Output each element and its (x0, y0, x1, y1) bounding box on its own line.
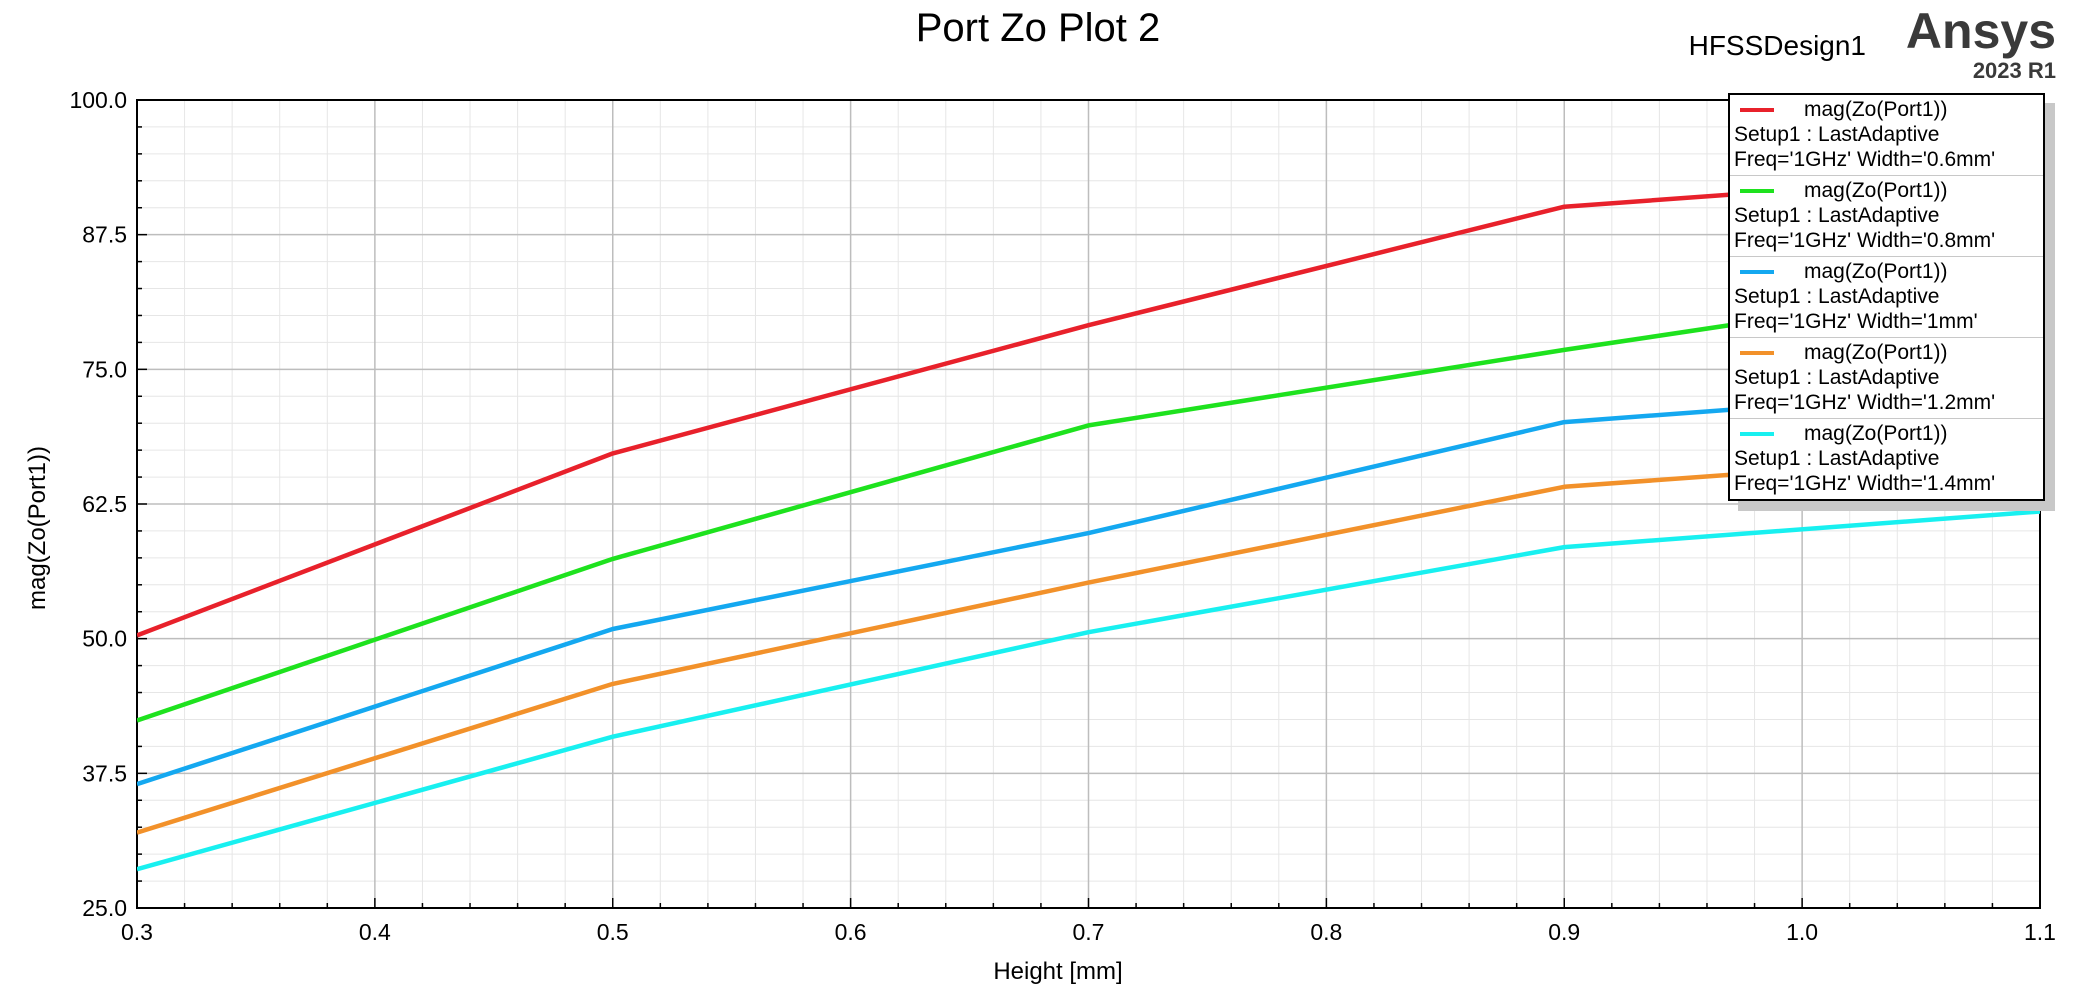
chart-title: Port Zo Plot 2 (915, 6, 1161, 50)
brand-logo: Ansys (1905, 3, 2056, 59)
legend-series-name: mag(Zo(Port1)) (1804, 98, 1948, 121)
legend-variation: Freq='1GHz' Width='1.2mm' (1734, 391, 1996, 414)
series-line-2 (137, 276, 2040, 723)
x-tick-label: 1.0 (1786, 919, 1818, 945)
y-tick-label: 100.0 (69, 87, 127, 113)
series-line-5 (137, 509, 2040, 872)
legend-series-name: mag(Zo(Port1)) (1804, 179, 1948, 202)
x-tick-label: 0.7 (1073, 919, 1105, 945)
legend-entry-header: mag(Zo(Port1)) (1734, 421, 2039, 446)
legend-swatch (1740, 431, 1774, 436)
y-tick-label: 37.5 (82, 760, 127, 786)
y-tick-label: 75.0 (82, 356, 127, 382)
series-line-1 (137, 169, 2040, 638)
x-tick-label: 0.4 (359, 919, 391, 945)
y-tick-label: 87.5 (82, 222, 127, 248)
legend-series-name: mag(Zo(Port1)) (1804, 260, 1948, 283)
legend-setup: Setup1 : LastAdaptive (1734, 366, 1940, 389)
legend-variation: Freq='1GHz' Width='0.6mm' (1734, 148, 1996, 171)
legend-variation: Freq='1GHz' Width='1.4mm' (1734, 472, 1996, 495)
legend-swatch (1740, 350, 1774, 355)
series-line-4 (137, 450, 2040, 835)
legend-entry[interactable]: mag(Zo(Port1)) Setup1 : LastAdaptive Freq=… (1730, 419, 2043, 499)
y-tick-label: 62.5 (82, 491, 127, 517)
legend-entry-header: mag(Zo(Port1)) (1734, 178, 2039, 203)
legend-entry[interactable]: mag(Zo(Port1)) Setup1 : LastAdaptive Freq=… (1730, 338, 2043, 419)
design-name: HFSSDesign1 (1688, 30, 1866, 61)
x-axis-title: Height [mm] (993, 958, 1123, 985)
legend-swatch (1740, 188, 1774, 193)
legend-entry-header: mag(Zo(Port1)) (1734, 97, 2039, 122)
y-axis-title: mag(Zo(Port1)) (24, 445, 51, 611)
legend-entry[interactable]: mag(Zo(Port1)) Setup1 : LastAdaptive Freq=… (1730, 257, 2043, 338)
legend-variation: Freq='1GHz' Width='0.8mm' (1734, 229, 1996, 252)
y-tick-label: 25.0 (82, 895, 127, 921)
series-lines (137, 169, 2040, 872)
legend-setup: Setup1 : LastAdaptive (1734, 447, 1940, 470)
x-tick-label: 0.6 (835, 919, 867, 945)
legend-series-name: mag(Zo(Port1)) (1804, 422, 1948, 445)
series-line-3 (137, 384, 2040, 787)
legend[interactable]: mag(Zo(Port1)) Setup1 : LastAdaptive Freq=… (1728, 93, 2045, 501)
x-tick-label: 1.1 (2024, 919, 2056, 945)
legend-setup: Setup1 : LastAdaptive (1734, 204, 1940, 227)
legend-variation: Freq='1GHz' Width='1mm' (1734, 310, 1978, 333)
x-tick-label: 0.8 (1310, 919, 1342, 945)
legend-swatch (1740, 269, 1774, 274)
legend-series-name: mag(Zo(Port1)) (1804, 341, 1948, 364)
legend-entry-header: mag(Zo(Port1)) (1734, 340, 2039, 365)
x-tick-label: 0.9 (1548, 919, 1580, 945)
legend-setup: Setup1 : LastAdaptive (1734, 123, 1940, 146)
y-tick-label: 50.0 (82, 626, 127, 652)
version-label: 2023 R1 (1972, 58, 2056, 83)
legend-swatch (1740, 107, 1774, 112)
x-tick-label: 0.5 (597, 919, 629, 945)
legend-entry[interactable]: mag(Zo(Port1)) Setup1 : LastAdaptive Freq=… (1730, 95, 2043, 176)
legend-entry-header: mag(Zo(Port1)) (1734, 259, 2039, 284)
x-tick-label: 0.3 (121, 919, 153, 945)
axis-ticks (136, 99, 2041, 909)
legend-setup: Setup1 : LastAdaptive (1734, 285, 1940, 308)
legend-entry[interactable]: mag(Zo(Port1)) Setup1 : LastAdaptive Freq=… (1730, 176, 2043, 257)
